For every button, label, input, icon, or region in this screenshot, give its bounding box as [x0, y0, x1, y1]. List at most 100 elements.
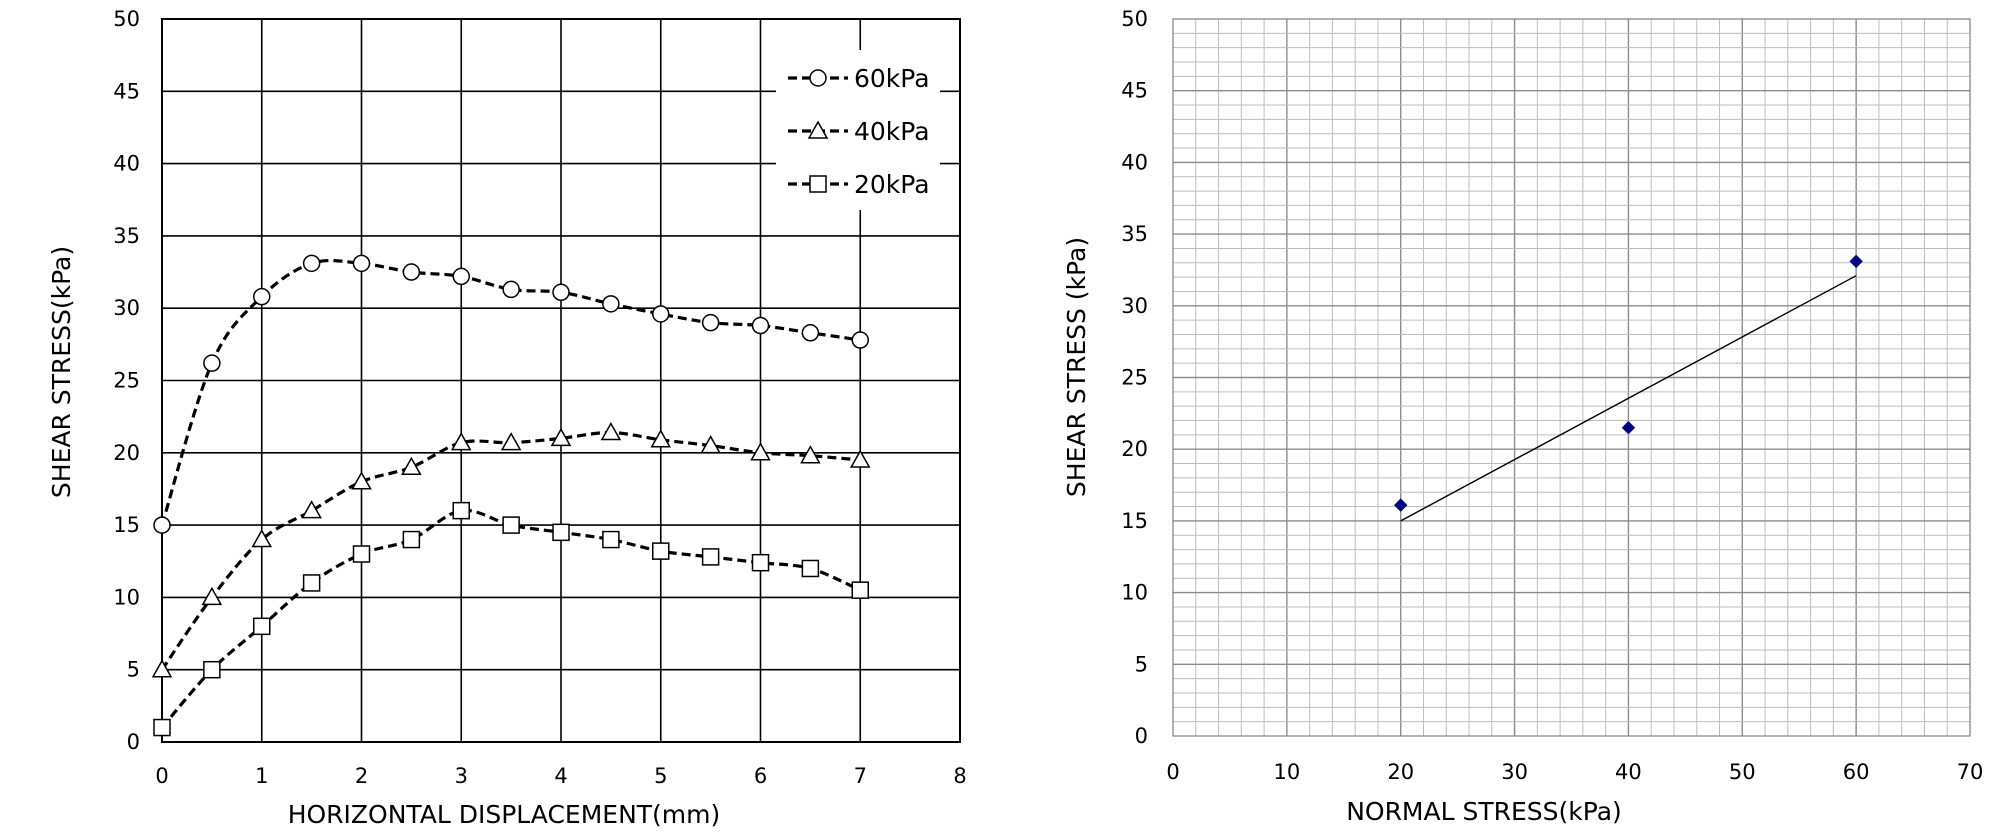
chart2-y-tick-label: 5 [1135, 652, 1148, 676]
chart1-y-tick-labels: 0 5 10 15 20 25 30 35 40 45 50 [113, 7, 140, 754]
fit-line [1400, 275, 1857, 522]
data-point-60kPa [801, 324, 820, 342]
data-point-40kPa [251, 529, 273, 548]
chart2-points-group [1394, 254, 1863, 512]
chart2-y-tick-label: 25 [1121, 366, 1148, 390]
chart1-y-tick-label: 5 [127, 658, 140, 682]
legend-label-40kPa: 40kPa [854, 117, 930, 146]
legend-marker-40kPa [807, 120, 829, 139]
data-point-40kPa [650, 429, 672, 448]
chart2-plot-frame [1172, 18, 1971, 737]
chart1-x-tick-label: 8 [953, 764, 966, 788]
chart2-y-axis-title: SHEAR STRESS (kPa) [1062, 237, 1091, 497]
data-point-20kPa [302, 574, 321, 592]
chart1-y-tick-label: 15 [113, 513, 140, 537]
series-60kPa [153, 254, 869, 534]
data-point-40kPa [550, 427, 572, 447]
data-point-60kPa [502, 280, 520, 299]
chart2-y-tick-label: 15 [1121, 509, 1148, 533]
data-point-40kPa [401, 456, 422, 476]
chart1-legend: 60kPa 40kPa 20kPa [776, 50, 940, 210]
chart1-y-tick-label: 35 [113, 224, 140, 248]
chart2-x-tick-label: 10 [1273, 760, 1300, 784]
chart2-y-tick-label: 30 [1121, 294, 1148, 318]
chart2-x-tick-label: 50 [1729, 760, 1756, 784]
chart1-x-tick-label: 1 [255, 764, 268, 788]
chart1-x-tick-label: 4 [554, 764, 567, 788]
chart2-x-tick-label: 0 [1166, 760, 1179, 784]
chart1-y-tick-label: 50 [113, 7, 140, 31]
data-point-60kPa [602, 295, 620, 313]
chart1-x-tick-label: 5 [654, 764, 667, 788]
data-point-40kPa [151, 659, 173, 678]
chart2-y-tick-label: 40 [1121, 150, 1148, 174]
chart2-gridlines [1173, 19, 1970, 736]
data-point-60kPa [352, 254, 371, 273]
data-point-60kPa [652, 305, 670, 323]
chart1-x-tick-label: 6 [754, 764, 767, 788]
series-line-60kPa [160, 258, 861, 526]
data-point-20kPa [652, 542, 670, 560]
data-point-60kPa [751, 316, 770, 335]
data-point-60kPa [402, 263, 421, 281]
chart2-x-tick-label: 70 [1957, 760, 1984, 784]
data-point-60kPa [452, 267, 470, 286]
chart1-y-tick-label: 0 [127, 730, 140, 754]
data-point-60kPa [302, 254, 321, 273]
data-point-20kPa [602, 530, 620, 549]
data-point-60kPa [552, 283, 570, 302]
data-point-60kPa [253, 287, 271, 306]
chart2-y-tick-label: 0 [1135, 724, 1148, 748]
chart1-x-tick-label: 3 [455, 764, 468, 788]
data-point-20kPa [701, 548, 720, 566]
data-point-20kPa [253, 617, 271, 636]
data-point-40kPa [700, 435, 721, 454]
data-point-20kPa [352, 545, 371, 563]
chart1-x-axis-title: HORIZONTAL DISPLACEMENT(mm) [288, 800, 721, 829]
scatter-point [1849, 254, 1863, 269]
data-point-60kPa [203, 354, 221, 372]
chart1-y-tick-label: 10 [113, 585, 140, 609]
series-20kPa [153, 501, 869, 737]
data-point-40kPa [849, 449, 871, 468]
data-point-20kPa [203, 660, 221, 679]
chart2-y-tick-label: 35 [1121, 222, 1148, 246]
legend-marker-60kPa [809, 69, 827, 87]
chart2-x-tick-label: 30 [1501, 760, 1528, 784]
data-point-20kPa [402, 530, 421, 549]
failure-envelope-chart: 0 10 20 30 40 50 60 70 0 5 10 15 20 25 30 35 40 45 50 NOR… [1062, 7, 1983, 826]
data-point-40kPa [500, 432, 522, 451]
chart1-y-tick-label: 45 [113, 79, 140, 103]
scatter-point [1394, 498, 1408, 512]
data-point-20kPa [502, 516, 520, 534]
chart2-y-tick-label: 10 [1121, 581, 1148, 605]
chart1-y-tick-label: 20 [113, 441, 140, 465]
data-point-20kPa [801, 559, 820, 578]
data-point-40kPa [301, 500, 322, 519]
chart1-x-tick-label: 7 [854, 764, 867, 788]
chart1-gridlines [162, 19, 960, 742]
chart2-x-tick-label: 60 [1843, 760, 1870, 784]
chart1-series-group [151, 254, 871, 737]
chart2-y-tick-label: 50 [1121, 7, 1148, 31]
data-point-20kPa [851, 581, 869, 599]
data-point-40kPa [201, 586, 223, 606]
data-point-60kPa [153, 516, 171, 534]
scatter-point [1621, 420, 1636, 435]
data-point-40kPa [450, 432, 472, 451]
chart1-x-tick-label: 0 [155, 764, 168, 788]
data-point-40kPa [750, 442, 771, 461]
chart1-x-tick-labels: 0 1 2 3 4 5 6 7 8 [155, 764, 966, 788]
data-point-40kPa [800, 445, 821, 464]
legend-label-60kPa: 60kPa [854, 64, 930, 93]
chart1-y-tick-label: 30 [113, 296, 140, 320]
legend-label-20kPa: 20kPa [854, 170, 930, 199]
chart2-x-tick-label: 20 [1387, 760, 1414, 784]
series-40kPa [151, 422, 871, 678]
chart1-y-tick-label: 25 [113, 369, 140, 393]
legend-marker-20kPa [809, 175, 827, 193]
chart2-y-tick-label: 20 [1121, 437, 1148, 461]
